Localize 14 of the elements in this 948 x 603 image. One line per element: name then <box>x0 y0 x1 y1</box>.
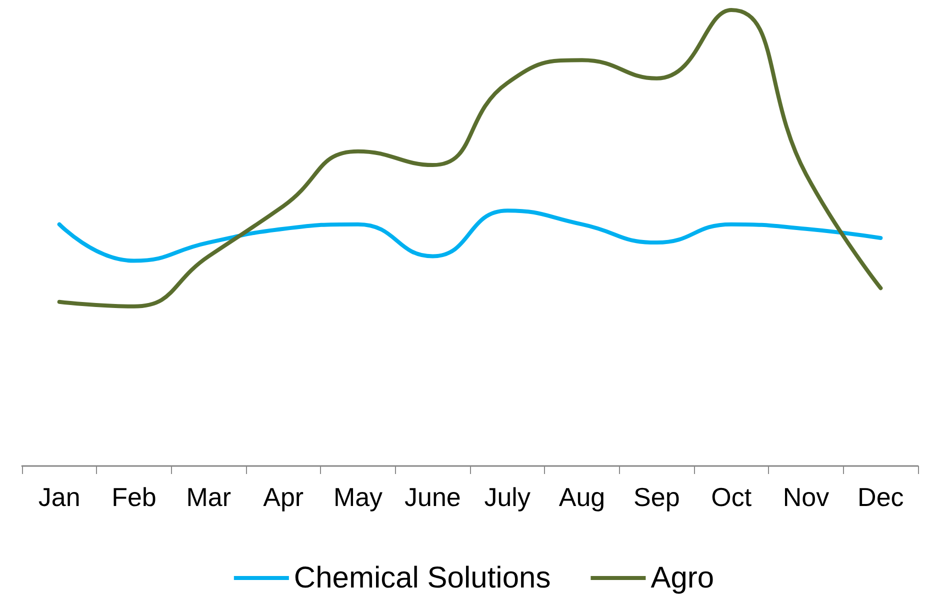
x-tick-label: Oct <box>711 482 752 512</box>
x-tick-label: Mar <box>186 482 232 512</box>
x-tick-label: June <box>404 482 461 512</box>
x-tick-label: Dec <box>858 482 904 512</box>
x-tick-label: Aug <box>558 482 606 512</box>
x-tick-label: Apr <box>263 482 304 512</box>
legend-label: Agro <box>650 562 714 594</box>
x-tick-label: Jan <box>38 482 80 512</box>
legend-label: Chemical Solutions <box>294 562 551 594</box>
x-tick-label: July <box>484 482 530 512</box>
x-tick-label: May <box>333 482 383 512</box>
x-tick-label: Sep <box>634 482 680 512</box>
x-tick-label: Nov <box>782 482 830 512</box>
x-tick-label: Feb <box>112 482 156 512</box>
